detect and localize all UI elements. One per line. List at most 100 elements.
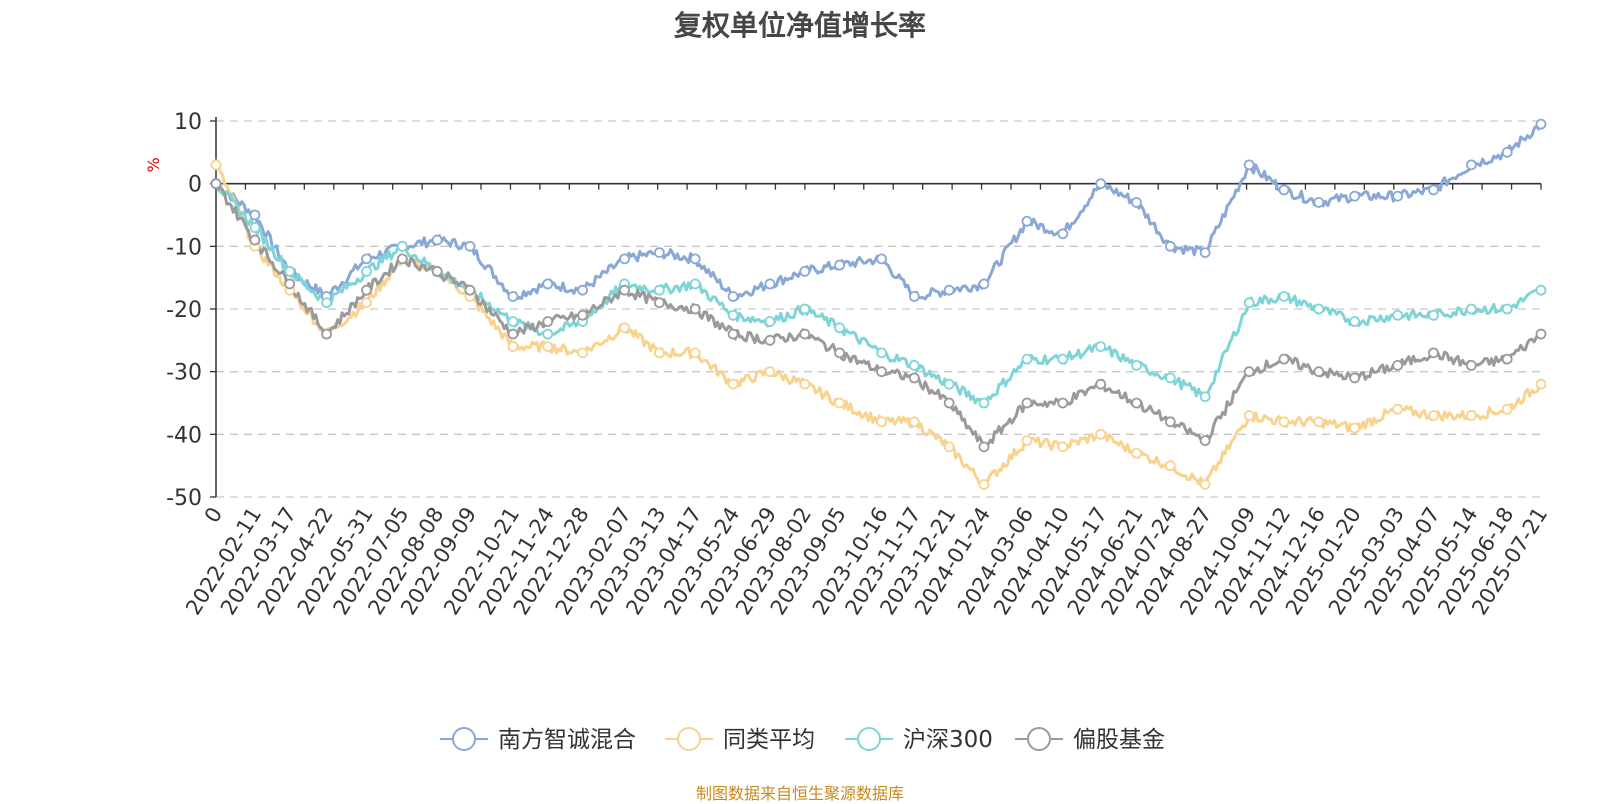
- y-tick-label: -20: [166, 298, 202, 323]
- legend: 南方智诚混合 同类平均 沪深300 偏股基金: [440, 727, 1165, 753]
- data-point: [908, 372, 920, 384]
- data-point: [507, 316, 519, 327]
- data-point: [1131, 397, 1142, 409]
- y-axis-label: %: [144, 157, 163, 172]
- data-point: [1465, 303, 1477, 315]
- data-point: [1095, 378, 1107, 390]
- legend-label: 偏股基金: [1073, 727, 1165, 753]
- data-point: [210, 159, 222, 171]
- legend-label: 沪深300: [903, 727, 993, 753]
- data-point: [1392, 403, 1404, 415]
- x-tick-label: 0: [200, 503, 227, 527]
- data-point: [1131, 197, 1142, 208]
- data-point: [764, 278, 776, 290]
- tick-labels: 100-10-20-30-40-50%02022-02-112022-03-17…: [144, 110, 1552, 619]
- data-point: [978, 441, 990, 453]
- data-point: [876, 347, 887, 359]
- data-point: [1057, 228, 1069, 240]
- data-point: [1278, 291, 1290, 302]
- data-point: [284, 265, 296, 277]
- y-tick-label: -50: [166, 486, 202, 511]
- data-point: [1243, 410, 1255, 421]
- legend-label: 南方智诚混合: [498, 727, 636, 753]
- data-point: [1095, 178, 1107, 190]
- data-point: [978, 278, 990, 290]
- data-point: [876, 416, 887, 428]
- data-point: [1243, 159, 1255, 171]
- data-point: [727, 309, 739, 321]
- data-point: [943, 378, 955, 390]
- data-point: [1349, 372, 1361, 384]
- y-tick-label: 10: [174, 110, 202, 135]
- data-point: [876, 253, 887, 265]
- data-point: [542, 328, 554, 340]
- data-point: [1164, 372, 1176, 384]
- data-point: [619, 284, 630, 296]
- data-point: [1278, 416, 1290, 428]
- data-point: [1349, 316, 1361, 327]
- data-point: [1164, 416, 1176, 428]
- data-point: [764, 316, 776, 327]
- source-note: 制图数据来自恒生聚源数据库: [695, 784, 904, 803]
- data-point: [361, 284, 372, 296]
- data-point: [1428, 309, 1439, 321]
- grid-lines: [216, 120, 1541, 498]
- data-point: [689, 303, 701, 315]
- data-point: [1199, 247, 1211, 259]
- data-point: [727, 328, 739, 340]
- data-point: [978, 397, 990, 409]
- data-point: [1057, 441, 1069, 453]
- data-point: [361, 297, 372, 309]
- data-point: [834, 347, 845, 359]
- data-point: [577, 284, 588, 296]
- data-point: [653, 284, 665, 296]
- data-point: [1535, 328, 1547, 340]
- data-point: [1021, 215, 1033, 227]
- data-point: [431, 234, 443, 246]
- data-point: [507, 291, 519, 302]
- data-point: [689, 347, 701, 359]
- data-point: [1199, 391, 1211, 403]
- data-point: [507, 341, 519, 353]
- data-point: [542, 341, 554, 353]
- data-point: [653, 247, 665, 259]
- data-point: [799, 378, 811, 390]
- legend-label: 同类平均: [723, 727, 815, 753]
- data-point: [464, 240, 476, 252]
- data-point: [1501, 353, 1513, 365]
- data-point: [908, 416, 920, 428]
- data-point: [799, 328, 811, 340]
- data-point: [1021, 397, 1033, 409]
- data-point: [799, 265, 811, 277]
- data-point: [943, 441, 955, 453]
- data-point: [1501, 403, 1513, 415]
- line-chart: 100-10-20-30-40-50%02022-02-112022-03-17…: [144, 110, 1552, 753]
- data-point: [1428, 347, 1439, 359]
- data-point: [1164, 240, 1176, 252]
- data-point: [1278, 184, 1290, 196]
- data-point: [1131, 359, 1142, 371]
- data-point: [1057, 397, 1069, 409]
- axes: [210, 117, 1542, 498]
- series-markers: [210, 118, 1547, 490]
- data-point: [1313, 303, 1325, 315]
- data-point: [1313, 416, 1325, 428]
- data-point: [1199, 479, 1211, 490]
- data-point: [1428, 184, 1439, 196]
- data-point: [1392, 309, 1404, 321]
- data-point: [577, 309, 588, 321]
- data-point: [361, 253, 372, 265]
- data-point: [727, 291, 739, 302]
- data-point: [210, 178, 222, 190]
- legend-marker: [1027, 727, 1051, 751]
- series-line: [215, 163, 1543, 489]
- series-lines: [214, 123, 1543, 489]
- data-point: [249, 234, 261, 246]
- data-point: [1243, 366, 1255, 378]
- data-point: [653, 297, 665, 309]
- data-point: [1501, 146, 1513, 158]
- data-point: [396, 253, 408, 265]
- data-point: [361, 265, 372, 277]
- data-point: [1349, 422, 1361, 434]
- data-point: [396, 240, 408, 252]
